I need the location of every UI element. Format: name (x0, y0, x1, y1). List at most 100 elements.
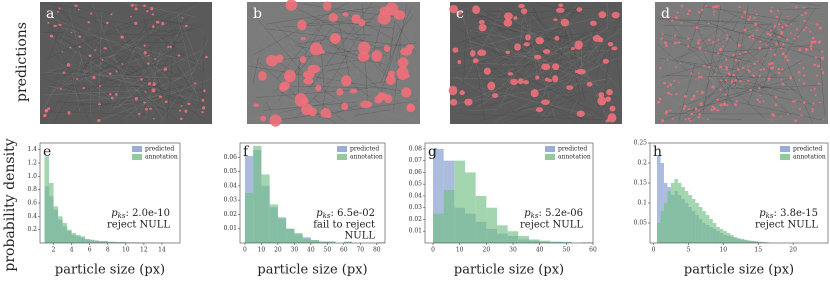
particle-overlay (680, 22, 683, 25)
texture (39, 27, 90, 115)
particle-overlay (341, 102, 349, 111)
texture (83, 76, 136, 117)
particle-overlay (169, 45, 172, 49)
particle-overlay (717, 39, 720, 41)
particle-overlay (816, 64, 820, 68)
particle-overlay (713, 10, 716, 13)
particle-overlay (525, 34, 531, 41)
texture (332, 31, 372, 36)
particle-overlay (803, 28, 806, 32)
particle-overlay (94, 49, 97, 51)
plot-frame (239, 142, 386, 244)
particle-overlay (134, 7, 138, 11)
texture (276, 26, 307, 52)
texture (696, 5, 738, 110)
particle-overlay (661, 33, 664, 35)
particle-overlay (719, 88, 722, 92)
texture (662, 25, 709, 27)
particle-overlay (491, 93, 499, 98)
particle-overlay (671, 19, 674, 22)
particle-overlay (383, 45, 390, 53)
particle-overlay (726, 36, 729, 38)
particle-overlay (184, 24, 188, 28)
particle-overlay (76, 78, 79, 80)
histogram-bar (660, 211, 664, 243)
texture (94, 75, 139, 80)
histogram-bar (695, 203, 699, 243)
y-tick-label: 0.01 (409, 228, 422, 235)
texture (463, 6, 467, 85)
texture (48, 20, 62, 61)
particle-overlay (769, 9, 772, 12)
particle-overlay (822, 118, 825, 121)
particle-overlay (666, 85, 669, 88)
histogram-bar (674, 179, 678, 243)
particle-overlay (671, 117, 675, 120)
particle-overlay (456, 10, 462, 15)
particle-overlay (782, 43, 785, 46)
texture (455, 76, 495, 101)
histogram-bar (747, 240, 752, 243)
histogram-bar (698, 207, 703, 243)
particle-overlay (759, 68, 763, 71)
micrograph-background (40, 2, 212, 124)
particle-overlay (449, 98, 458, 106)
x-tick-label: 20 (483, 247, 491, 254)
particle-overlay (811, 108, 814, 111)
particle-overlay (178, 109, 181, 112)
y-axis-label: probability density (2, 138, 18, 271)
particle-overlay (478, 19, 485, 25)
texture (77, 55, 138, 80)
particle-overlay (766, 32, 770, 36)
texture (392, 68, 411, 122)
particle-overlay (810, 47, 813, 51)
histogram-bar (116, 242, 122, 243)
particle-overlay (751, 34, 754, 37)
particle-overlay (472, 5, 480, 15)
particle-overlay (151, 13, 155, 16)
x-tick-label: 40 (307, 247, 315, 254)
particle-overlay (300, 36, 307, 41)
particle-overlay (767, 77, 771, 80)
texture (461, 4, 569, 59)
legend-label: predicted (145, 146, 174, 153)
texture (163, 20, 188, 26)
micrograph (246, 0, 421, 127)
particle-overlay (786, 38, 789, 41)
particle-overlay (676, 11, 679, 14)
particle-overlay (520, 8, 528, 15)
particle-overlay (712, 40, 715, 44)
particle-overlay (797, 71, 801, 74)
particle-overlay (457, 60, 462, 65)
texture (497, 38, 542, 64)
y-tick-label: 0.2 (637, 160, 647, 167)
x-tick-label: 15 (754, 247, 762, 254)
x-tick-label: 12 (140, 247, 148, 254)
particle-overlay (664, 41, 668, 45)
particle-overlay (689, 119, 692, 122)
histogram-bar (286, 228, 295, 243)
texture (98, 15, 192, 86)
histogram-bar (754, 241, 759, 243)
texture (40, 2, 112, 14)
particle-overlay (147, 62, 150, 65)
particle-overlay (736, 68, 740, 71)
particle-overlay (740, 16, 744, 19)
particle-overlay (726, 104, 729, 106)
particle-overlay (741, 66, 745, 69)
texture (147, 72, 194, 93)
particle-overlay (120, 35, 124, 39)
y-tick-label: 0.07 (409, 157, 423, 164)
particle-overlay (778, 28, 781, 31)
stat-subscript: ks (323, 212, 331, 220)
y-tick-label: 0.05 (224, 168, 238, 175)
particle-overlay (179, 117, 183, 121)
particle-overlay (690, 72, 693, 75)
particle-overlay (714, 4, 719, 9)
texture (261, 75, 357, 116)
particle-overlay (738, 53, 742, 55)
stat-subscript: ks (118, 212, 126, 220)
particle-overlay (379, 6, 393, 16)
particle-overlay (768, 33, 772, 37)
texture (673, 13, 682, 24)
